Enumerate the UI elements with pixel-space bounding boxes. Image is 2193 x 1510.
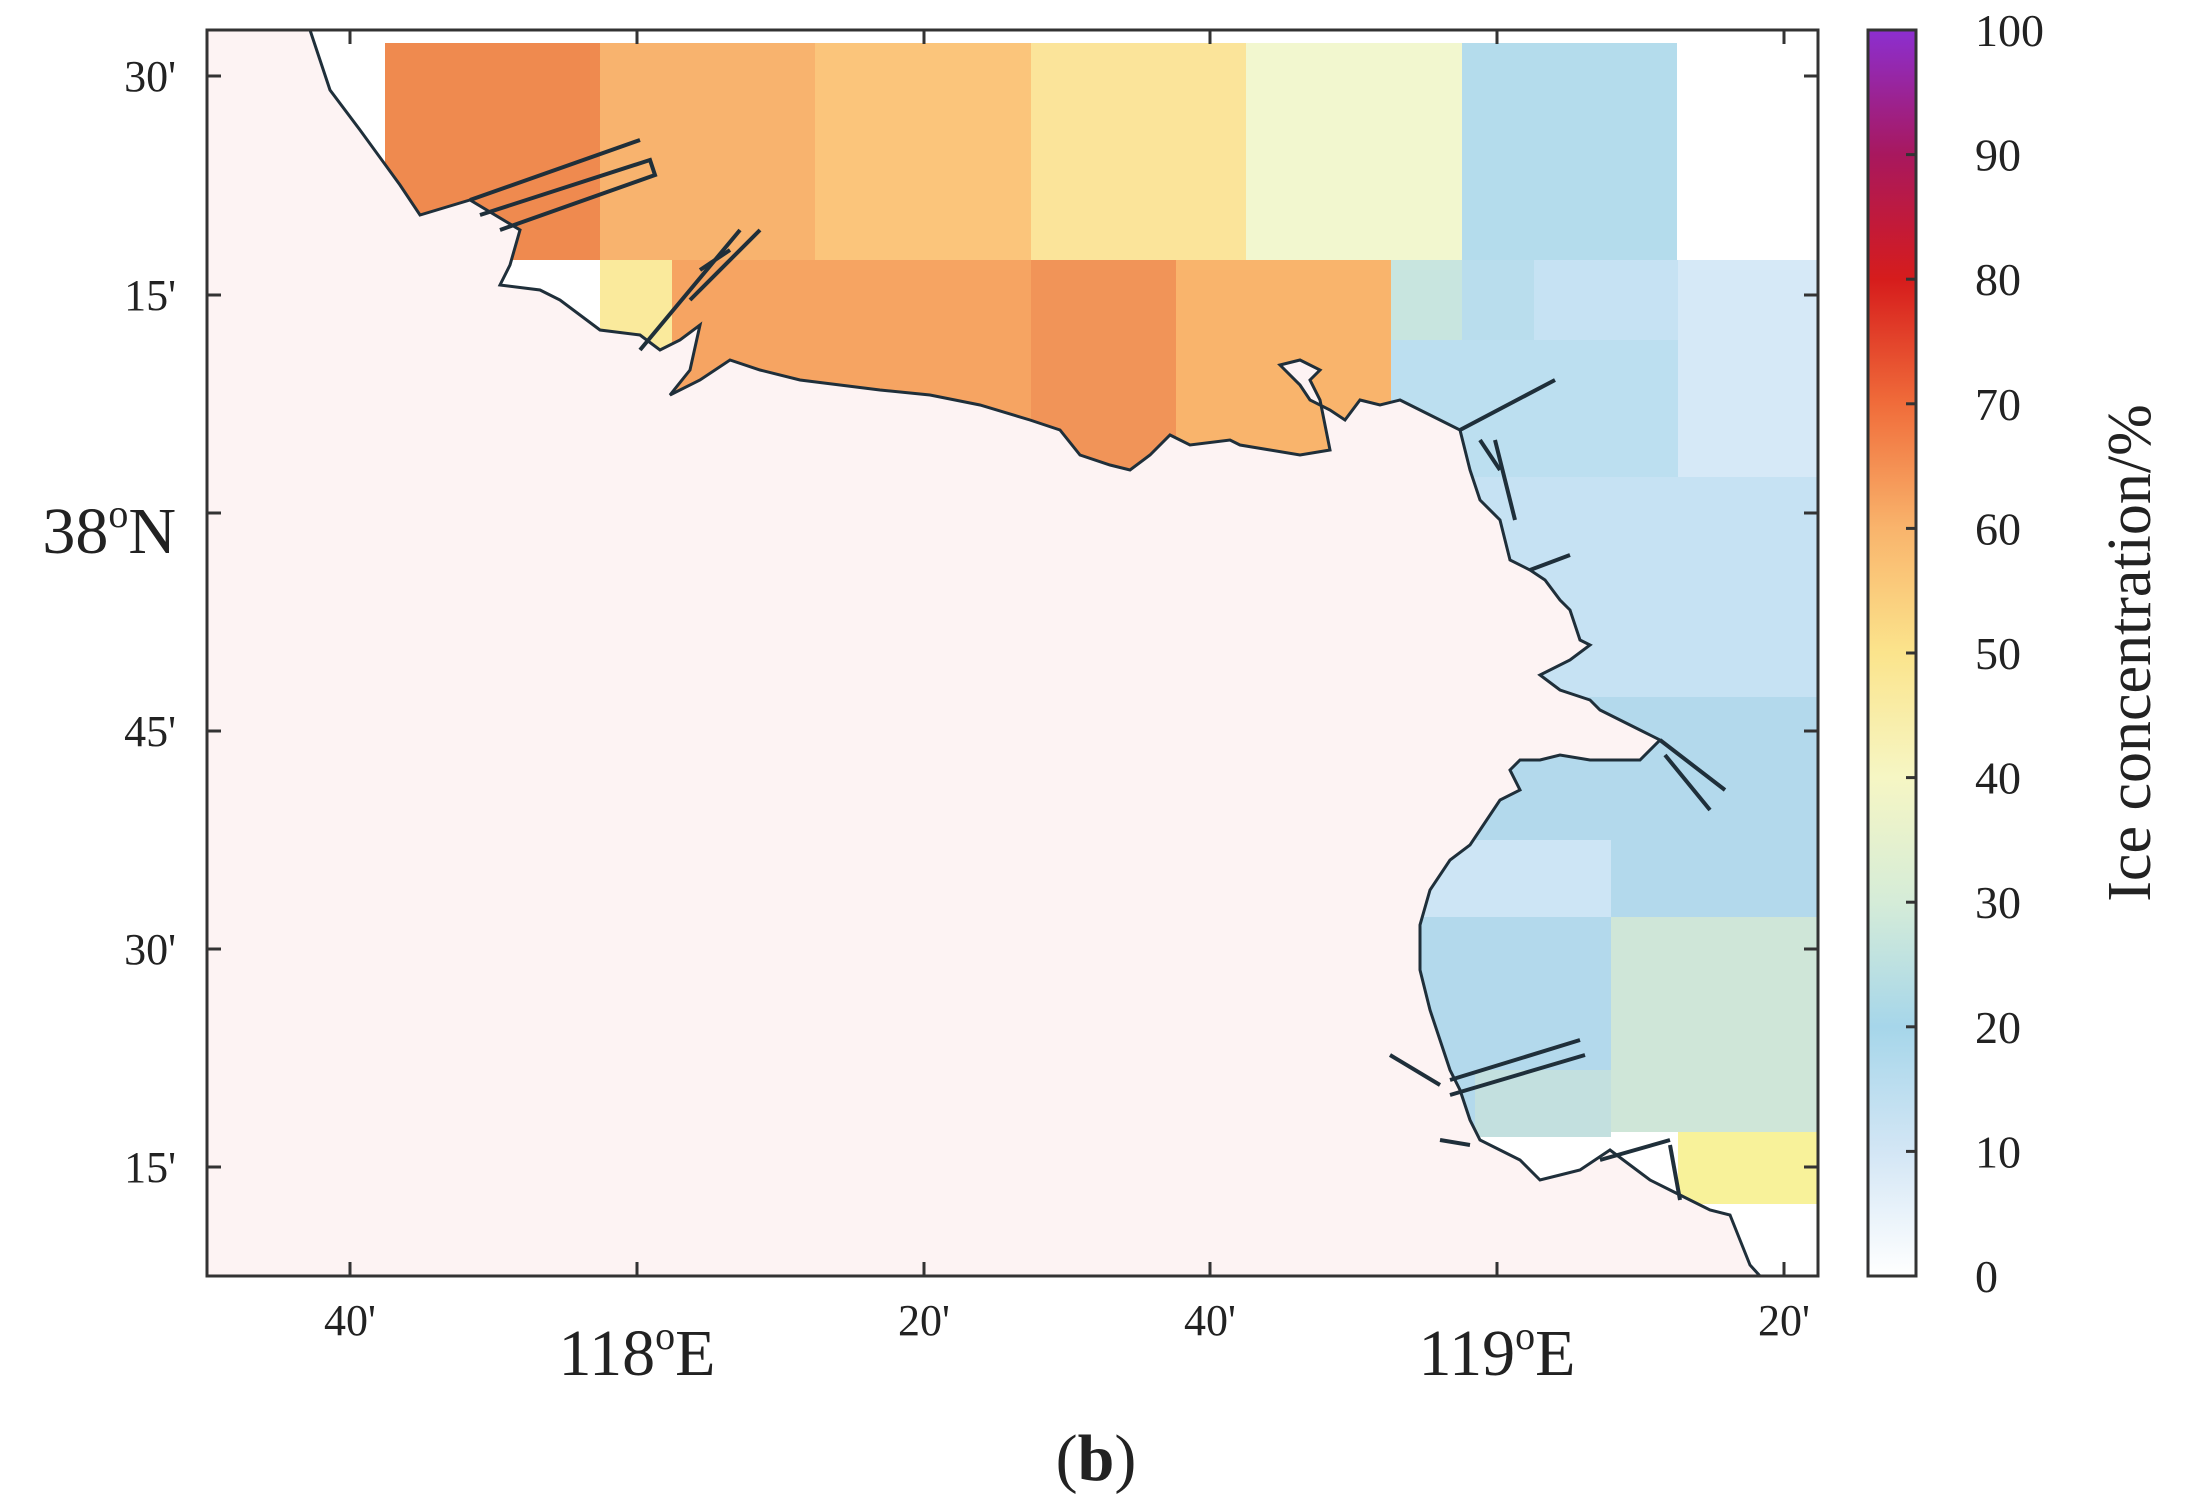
map-ticks: [207, 30, 1818, 1276]
ice-cell: [1462, 43, 1677, 260]
lon-tick-label: 40': [324, 1296, 376, 1345]
lon-tick-label: 20': [1758, 1296, 1810, 1345]
lat-tick-label: 15': [124, 271, 176, 320]
ice-cell: [1462, 260, 1534, 340]
ice-cell: [1534, 260, 1678, 340]
ice-cell: [1678, 1132, 1818, 1204]
colorbar-tick-label: 70: [1975, 379, 2021, 430]
colorbar: 0 10 20 30 40 50 60 70 80 90 100 Ice concentration…: [1866, 5, 2164, 1302]
colorbar-tick-label: 50: [1975, 628, 2021, 679]
lon-tick-label: 20': [898, 1296, 950, 1345]
colorbar-ticks: 0 10 20 30 40 50 60 70 80 90 100: [1906, 5, 2044, 1302]
colorbar-tick-label: 40: [1975, 753, 2021, 804]
water-region: [1760, 1204, 1818, 1276]
lat-tick-label: 45': [124, 707, 176, 756]
colorbar-tick-label: 30: [1975, 877, 2021, 928]
water-region: [1677, 43, 1818, 260]
panel-label: (b): [1056, 1422, 1137, 1495]
breakwaters: [469, 138, 1727, 1201]
lon-major-label: 119oE: [1419, 1313, 1576, 1390]
water-inlet: [310, 30, 385, 160]
ice-cell: [600, 43, 815, 260]
colorbar-label: Ice concentration/%: [2096, 404, 2164, 901]
map-frame: [205, 28, 1820, 1278]
lat-tick-label: 30': [124, 925, 176, 974]
ice-cell: [1611, 917, 1818, 1132]
lat-major-label: 38oN: [42, 491, 176, 568]
colorbar-tick-label: 20: [1975, 1002, 2021, 1053]
map-panel: 40' 118oE 20' 40' 119oE 20' 30' 15' 38oN…: [42, 28, 1820, 1390]
ice-cell: [815, 43, 1031, 260]
lat-tick-label: 30': [124, 52, 176, 101]
lat-tick-label: 15': [124, 1143, 176, 1192]
colorbar-tick-label: 90: [1975, 130, 2021, 181]
ice-cell: [1031, 43, 1246, 260]
ice-cell: [1246, 43, 1462, 260]
lon-tick-label: 40': [1184, 1296, 1236, 1345]
lon-major-label: 118oE: [559, 1313, 716, 1390]
colorbar-tick-label: 10: [1975, 1126, 2021, 1177]
coastline: [308, 30, 1762, 1276]
colorbar-tick-label: 0: [1975, 1251, 1998, 1302]
ice-cell: [1678, 260, 1818, 477]
colorbar-tick-label: 80: [1975, 254, 2021, 305]
colorbar-tick-label: 60: [1975, 503, 2021, 554]
colorbar-tick-label: 100: [1975, 5, 2044, 56]
ice-cell: [1391, 260, 1463, 340]
land-mass: [207, 30, 1760, 1276]
